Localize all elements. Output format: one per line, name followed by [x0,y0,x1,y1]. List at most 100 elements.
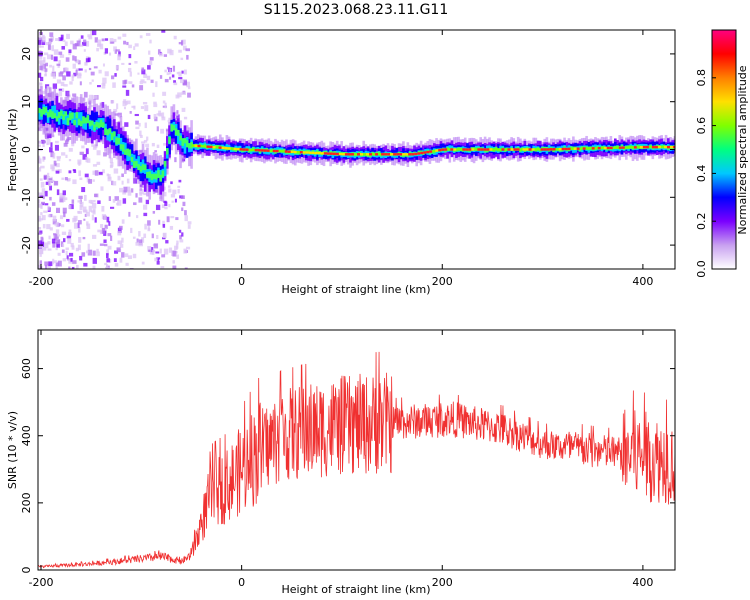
spectrogram-cell [110,133,114,141]
spectrogram-cell [40,236,44,242]
spectrogram-cell [181,207,184,212]
spectrogram-cell [296,150,300,154]
spectrogram-cell [308,151,312,154]
snr-ytick-label: 200 [20,492,33,513]
spectrogram-cell [164,78,169,83]
spectrogram-cell [45,42,49,46]
spectrogram-cell [112,199,116,203]
spectrogram-cell [105,264,109,269]
spectrogram-cell [39,253,42,257]
spectrogram-cell [161,254,166,258]
spectrogram-cell [124,142,127,152]
spectrogram-cell [92,30,97,36]
spectrogram-cell [486,148,490,151]
colorbar-frame [711,29,737,270]
spectrogram-cell [59,192,64,199]
spectrogram-cell [169,225,174,230]
spectrogram-cell [495,148,499,151]
spectrogram-cell [86,223,91,229]
spectrogram-cell [61,152,66,156]
spectrogram-cell [73,170,77,173]
spectrogram-cell [117,54,121,61]
spectrogram-cell [166,147,169,155]
spectrogram-cell [160,128,165,134]
spectrogram-cell [96,47,99,52]
spectrogram-cell [130,227,133,234]
spectrogram-cell [133,202,137,206]
spectrogram-cell [146,136,149,141]
spectrogram-cell [212,145,216,149]
spectrogram-cell [68,159,72,162]
spectrogram-cell [63,84,68,87]
spectrogram-cell [159,52,163,57]
spectrogram-cell [110,235,113,242]
spectrogram-xtick-label: 0 [238,275,245,288]
snr-series-line [38,351,675,569]
spectrogram-cell [570,147,574,151]
spectrogram-cell [39,195,44,198]
spectrogram-cell [179,239,184,243]
spectrogram-cell [153,101,157,105]
spectrogram-cell [55,116,59,122]
spectrogram-cell [114,49,117,54]
spectrogram-cell [107,233,112,237]
spectrogram-cell [97,200,101,204]
spectrogram-cell [79,120,83,127]
spectrogram-ytick-label: -20 [20,236,33,254]
spectrogram-cell [97,39,102,46]
spectrogram-cell [82,116,85,124]
spectrogram-cell [618,146,622,149]
spectrogram-cell [86,115,90,124]
snr-x-axis-label: Height of straight line (km) [281,583,430,596]
spectrogram-cell [127,190,132,196]
spectrogram-cell [50,151,54,158]
spectrogram-cell [128,149,132,157]
spectrogram-cell [111,180,114,186]
spectrogram-cell [101,227,106,234]
spectrogram-cell [44,190,48,197]
spectrogram-cell [121,252,125,258]
spectrogram-cell [88,199,92,204]
spectrogram-cell [92,257,97,264]
spectrogram-cell [67,238,72,244]
spectrogram-cell [107,174,111,180]
spectrogram-cell [113,168,119,174]
spectrogram-cell [72,217,77,223]
spectrogram-cell [130,188,134,193]
colorbar-tick-label: 0.0 [695,260,708,278]
spectrogram-cell [113,46,117,52]
spectrogram-cell [621,146,625,149]
spectrogram-cell [84,117,87,124]
spectrogram-cell [168,247,173,253]
spectrogram-cell [55,207,61,214]
spectrogram-cell [140,79,145,82]
spectrogram-cell [360,153,364,156]
spectrogram-cell [75,114,79,128]
spectrogram-cell [44,242,49,249]
spectrogram-cell [200,145,204,148]
spectrogram-cell [49,64,52,68]
spectrogram-cell [153,113,157,120]
spectrogram-cell [501,148,505,151]
spectrogram-cell [94,95,98,99]
spectrogram-cell [58,37,63,42]
spectrogram-cell [60,111,63,129]
spectrogram-cell [68,113,72,121]
spectrogram-cell [64,140,69,144]
spectrogram-cell [106,129,110,136]
spectrogram-cell [39,60,44,66]
spectrogram-cell [176,240,179,245]
spectrogram-cell [126,100,131,105]
spectrogram-cell [117,175,121,181]
spectrogram-cell [338,152,342,156]
snr-frame [37,329,676,571]
spectrogram-cell [50,54,54,60]
spectrogram-cell [272,149,276,153]
spectrogram-cell [100,224,104,228]
spectrogram-cell [537,148,541,151]
spectrogram-cell [56,63,61,66]
spectrogram-ytick-label: 10 [20,95,33,109]
spectrogram-cell [84,213,87,217]
snr-xtick-label: 200 [432,576,453,589]
spectrogram-cell [132,154,136,166]
